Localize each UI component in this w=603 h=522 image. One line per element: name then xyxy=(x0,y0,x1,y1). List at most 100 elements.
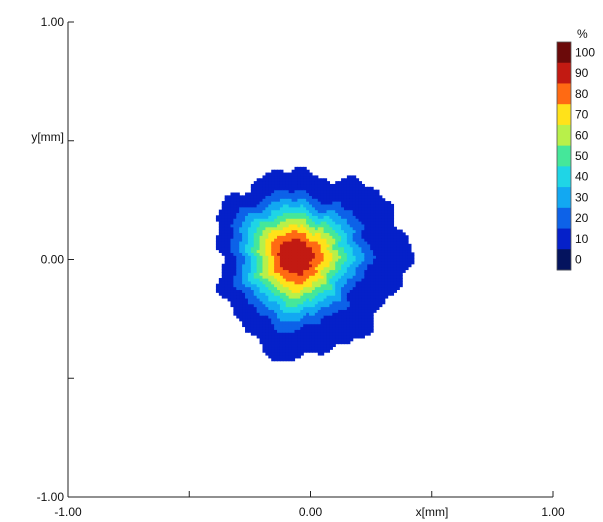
heatmap-cell xyxy=(384,243,389,248)
heatmap-cell xyxy=(256,286,261,291)
heatmap-cell xyxy=(323,275,328,279)
heatmap-cell xyxy=(317,246,322,251)
heatmap-cell xyxy=(332,335,336,339)
heatmap-cell xyxy=(384,238,389,242)
heatmap-cell xyxy=(335,221,339,225)
heatmap-cell xyxy=(320,315,325,319)
heatmap-cell xyxy=(294,255,299,259)
heatmap-cell xyxy=(346,235,351,239)
heatmap-cell xyxy=(303,249,307,253)
heatmap-cell xyxy=(393,266,397,271)
heatmap-cell xyxy=(294,275,299,279)
heatmap-cell xyxy=(306,235,310,239)
heatmap-cell xyxy=(253,232,258,236)
heatmap-cell xyxy=(306,215,310,219)
heatmap-cell xyxy=(262,263,266,268)
heatmap-cell xyxy=(364,303,368,308)
heatmap-cell xyxy=(396,269,400,273)
heatmap-cell xyxy=(349,326,354,330)
heatmap-cell xyxy=(265,289,269,293)
heatmap-cell xyxy=(335,186,339,191)
heatmap-cell xyxy=(268,181,272,185)
heatmap-cell xyxy=(373,309,377,313)
heatmap-cell xyxy=(247,206,252,211)
heatmap-cell xyxy=(306,266,310,271)
heatmap-cell xyxy=(352,303,357,308)
colorbar-swatch xyxy=(557,83,571,105)
heatmap-cell xyxy=(262,192,266,196)
heatmap-cell xyxy=(381,206,386,211)
heatmap-cell xyxy=(314,246,319,251)
heatmap-cell xyxy=(271,206,275,211)
heatmap-cell xyxy=(335,223,339,228)
heatmap-cell xyxy=(277,280,281,285)
heatmap-cell xyxy=(253,195,258,199)
heatmap-cell xyxy=(343,315,348,319)
heatmap-cell xyxy=(355,303,360,308)
heatmap-cell xyxy=(364,320,368,325)
heatmap-cell xyxy=(247,272,252,276)
heatmap-cell xyxy=(233,240,237,245)
heatmap-cell xyxy=(314,332,319,336)
heatmap-cell xyxy=(236,295,240,299)
heatmap-cell xyxy=(227,229,232,234)
heatmap-cell xyxy=(279,329,284,333)
heatmap-cell xyxy=(358,212,363,216)
heatmap-cell xyxy=(233,272,237,276)
heatmap-cell xyxy=(387,221,392,225)
heatmap-cell xyxy=(265,238,269,242)
heatmap-cell xyxy=(341,226,345,231)
heatmap-cell xyxy=(230,232,234,236)
heatmap-cell xyxy=(227,269,232,273)
heatmap-cell xyxy=(320,292,325,296)
heatmap-cell xyxy=(402,255,406,259)
heatmap-cell xyxy=(282,346,287,350)
heatmap-cell xyxy=(218,232,223,236)
heatmap-cell xyxy=(282,312,287,316)
heatmap-cell xyxy=(265,326,269,330)
heatmap-cell xyxy=(367,258,371,262)
heatmap-cell xyxy=(218,238,223,242)
heatmap-cell xyxy=(288,218,293,222)
heatmap-cell xyxy=(343,266,348,271)
heatmap-cell xyxy=(370,212,374,216)
heatmap-cell xyxy=(265,329,269,333)
heatmap-cell xyxy=(230,303,234,308)
heatmap-cell xyxy=(297,278,301,282)
heatmap-cell xyxy=(233,195,237,199)
heatmap-cell xyxy=(247,229,252,234)
heatmap-cell xyxy=(314,215,319,219)
heatmap-cell xyxy=(300,169,304,174)
heatmap-cell xyxy=(300,221,304,225)
heatmap-cell xyxy=(381,229,386,234)
heatmap-cell xyxy=(381,209,386,214)
heatmap-cell xyxy=(253,249,258,253)
heatmap-cell xyxy=(230,223,234,228)
heatmap-cell xyxy=(317,335,322,339)
heatmap-cell xyxy=(274,352,278,356)
heatmap-cell xyxy=(215,235,220,239)
heatmap-cell xyxy=(311,178,316,182)
heatmap-cell xyxy=(373,292,377,296)
heatmap-cell xyxy=(218,209,223,214)
heatmap-cell xyxy=(262,249,266,253)
heatmap-cell xyxy=(378,278,383,282)
heatmap-cell xyxy=(291,235,296,239)
heatmap-cell xyxy=(230,260,234,265)
heatmap-cell xyxy=(393,269,397,273)
heatmap-cell xyxy=(323,349,328,353)
heatmap-cell xyxy=(314,278,319,282)
heatmap-cell xyxy=(297,297,301,302)
heatmap-cell xyxy=(288,198,293,202)
heatmap-cell xyxy=(387,286,392,291)
heatmap-cell xyxy=(218,212,223,216)
heatmap-cell xyxy=(294,278,299,282)
heatmap-cell xyxy=(239,258,243,262)
heatmap-cell xyxy=(343,186,348,191)
heatmap-cell xyxy=(274,346,278,350)
colorbar-swatch xyxy=(557,42,571,64)
heatmap-cell xyxy=(294,212,299,216)
heatmap-cell xyxy=(227,252,232,256)
heatmap-cell xyxy=(361,300,365,305)
heatmap-cell xyxy=(396,266,400,271)
